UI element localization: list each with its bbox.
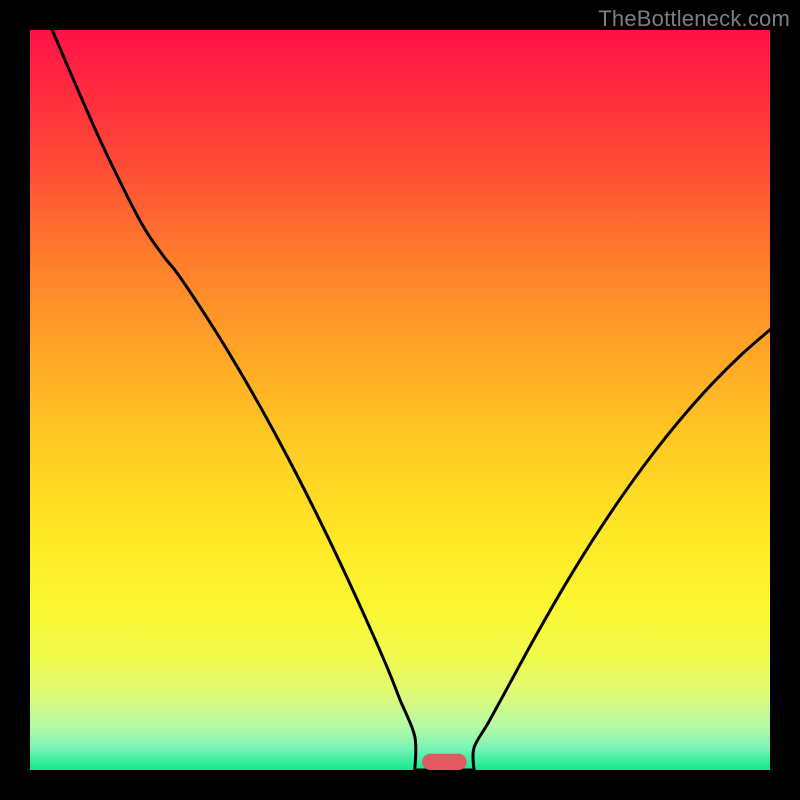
watermark-label: TheBottleneck.com	[598, 6, 790, 32]
optimal-marker	[422, 754, 466, 770]
plot-background	[30, 30, 770, 770]
bottleneck-chart	[30, 30, 770, 770]
chart-stage: TheBottleneck.com	[0, 0, 800, 800]
